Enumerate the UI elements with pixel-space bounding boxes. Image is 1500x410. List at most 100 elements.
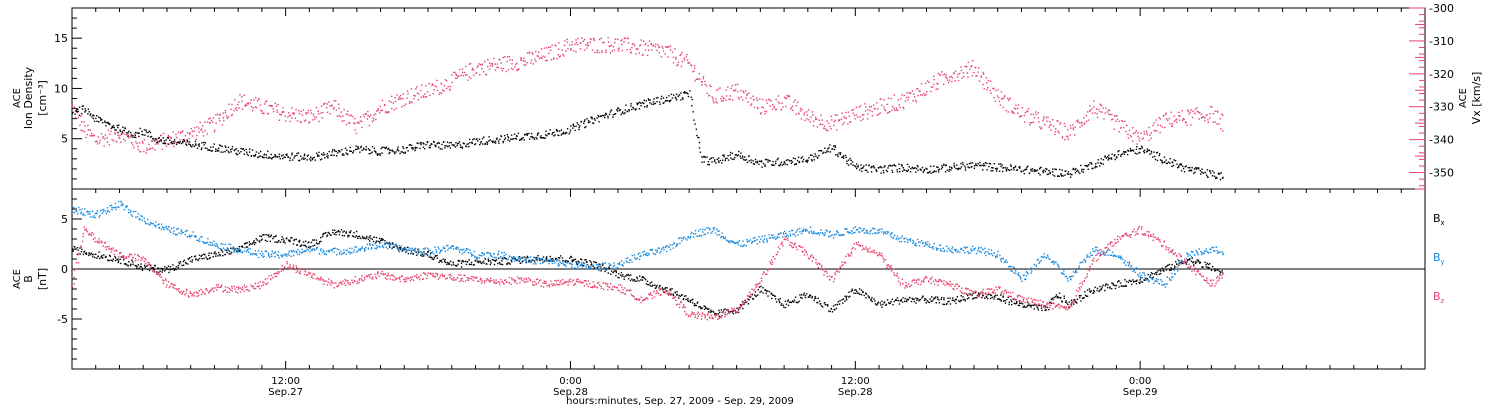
data-point [601,41,604,44]
data-point [149,131,152,134]
data-point [206,241,209,244]
data-point [762,106,764,109]
data-point [646,54,649,56]
data-point [746,94,748,97]
data-point [697,78,699,80]
data-point [1130,149,1132,152]
data-point [181,231,183,234]
data-point [705,85,708,87]
data-point [843,121,845,124]
data-point [107,129,110,132]
data-point [701,80,704,83]
data-point [887,302,890,304]
data-point [149,221,152,224]
data-point [527,259,530,262]
data-point [937,169,940,171]
data-point [286,255,288,257]
data-point [650,281,653,283]
data-point [1092,292,1095,294]
data-point [335,109,338,111]
data-point [326,234,329,236]
data-point [634,109,637,111]
data-point [489,260,492,262]
data-point [1058,123,1061,125]
data-point [471,141,473,144]
data-point [886,103,888,106]
data-point [1190,169,1192,171]
data-point [122,203,124,205]
data-point [859,169,861,171]
data-point [765,290,768,292]
data-point [855,167,858,170]
data-point [625,104,627,106]
data-point [158,223,160,225]
data-point [1089,109,1092,111]
data-point [173,139,176,141]
data-point [748,92,750,94]
data-point [334,231,337,234]
data-point [1107,284,1109,286]
data-point [564,264,566,266]
data-point [195,258,197,260]
data-point [139,265,142,268]
data-point [713,102,715,104]
data-point [76,246,79,249]
data-point [534,58,536,61]
data-point [253,155,255,157]
data-point [73,107,76,109]
data-point [473,264,475,266]
data-point [212,256,214,258]
data-point [737,154,740,156]
data-point [135,141,137,143]
data-point [631,108,633,111]
data-point [686,59,689,61]
data-point [623,112,625,115]
data-point [1130,280,1132,282]
data-point [1150,150,1153,152]
data-point [1171,263,1173,266]
data-point [1165,118,1168,120]
data-point [250,252,252,255]
data-point [863,294,865,297]
data-point [999,163,1002,165]
data-point [614,270,616,272]
data-point [81,105,84,107]
data-point [636,277,639,280]
data-point [563,44,566,47]
data-point [1024,112,1027,114]
data-point [143,138,146,141]
data-point [295,109,297,111]
data-point [1195,168,1197,170]
data-point [865,169,868,172]
data-point [875,169,878,172]
data-point [675,58,677,60]
data-point [856,116,859,118]
data-point [296,253,299,255]
data-point [383,146,385,149]
data-point [294,117,297,119]
data-point [473,250,476,253]
data-point [1079,126,1081,128]
data-point [760,161,763,163]
data-point [1042,171,1045,174]
data-point [322,233,324,236]
data-point [973,72,975,74]
data-point [579,42,582,44]
data-point [1060,300,1063,302]
data-point [502,67,505,70]
data-point [752,95,754,97]
data-point [578,261,580,263]
data-point [206,133,209,135]
data-point [658,101,661,103]
data-point [1057,130,1059,132]
data-point [1189,111,1192,114]
data-point [1100,158,1102,160]
data-point [539,258,541,261]
data-point [967,61,970,64]
data-point [1132,127,1134,129]
data-point [611,50,613,52]
data-point [1204,171,1206,174]
data-point [838,119,841,121]
data-point [1220,172,1222,174]
data-point [209,146,212,148]
